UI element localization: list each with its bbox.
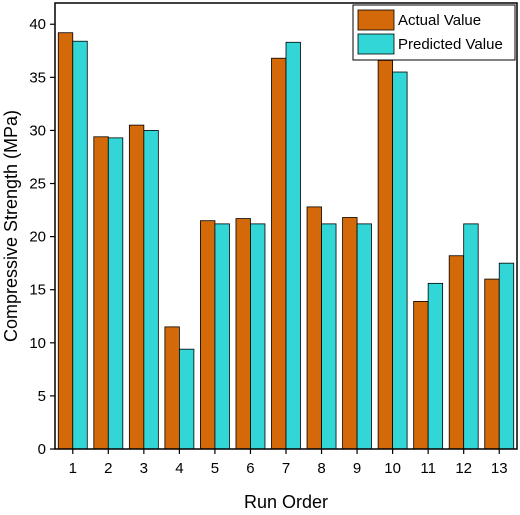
bar-predicted-9 [356, 223, 372, 450]
y-tick-label-0: 0 [38, 441, 46, 458]
x-tick-label-5: 5 [211, 460, 219, 477]
legend-swatch-actual [357, 9, 395, 31]
bars-group [57, 32, 515, 450]
x-tick-label-6: 6 [246, 460, 254, 477]
bar-predicted-5 [214, 223, 230, 450]
x-axis-title: Run Order [244, 492, 328, 512]
x-tick-label-9: 9 [353, 460, 361, 477]
y-tick-label-15: 15 [29, 282, 46, 299]
bar-actual-6 [235, 218, 251, 450]
y-tick-label-5: 5 [38, 388, 46, 405]
bar-predicted-12 [463, 223, 479, 450]
bar-actual-3 [128, 124, 145, 450]
bar-actual-12 [448, 255, 465, 450]
x-tick-label-7: 7 [282, 460, 290, 477]
y-axis-title: Compressive Strength (MPa) [1, 110, 21, 342]
bar-actual-1 [57, 32, 74, 450]
legend-label-predicted: Predicted Value [398, 36, 503, 53]
bar-predicted-7 [285, 41, 301, 450]
bar-predicted-8 [321, 223, 337, 450]
legend-swatch-predicted [357, 33, 395, 55]
x-tick-label-4: 4 [175, 460, 183, 477]
x-tick-label-10: 10 [384, 460, 401, 477]
bar-predicted-4 [178, 348, 195, 450]
x-tick-label-3: 3 [140, 460, 148, 477]
bar-actual-8 [306, 206, 322, 450]
x-tick-label-2: 2 [104, 460, 112, 477]
x-tick-label-8: 8 [317, 460, 325, 477]
bar-predicted-1 [72, 40, 88, 450]
x-axis: 1 2 3 4 5 6 7 8 9 10 11 12 13 [69, 449, 508, 477]
bar-actual-7 [271, 57, 287, 450]
bar-actual-2 [93, 136, 109, 450]
bar-actual-9 [342, 217, 358, 450]
y-tick-label-40: 40 [29, 16, 46, 33]
bar-actual-10 [377, 59, 394, 450]
bar-predicted-2 [107, 137, 124, 450]
y-tick-label-35: 35 [29, 69, 46, 86]
bar-predicted-10 [392, 71, 408, 450]
x-tick-label-12: 12 [455, 460, 472, 477]
bar-predicted-13 [498, 262, 515, 450]
x-tick-label-1: 1 [69, 460, 77, 477]
y-tick-label-20: 20 [29, 229, 46, 246]
y-tick-label-25: 25 [29, 176, 46, 193]
bar-predicted-11 [427, 282, 444, 450]
y-axis: 0 5 10 15 20 25 30 35 40 [29, 16, 55, 458]
y-tick-label-10: 10 [29, 335, 46, 352]
legend-label-actual: Actual Value [398, 12, 481, 29]
bar-actual-4 [164, 326, 180, 450]
bar-actual-5 [200, 220, 216, 450]
x-tick-label-11: 11 [420, 460, 436, 477]
y-tick-label-30: 30 [29, 122, 46, 139]
x-tick-label-13: 13 [491, 460, 508, 477]
bar-actual-13 [484, 278, 500, 450]
legend: Actual Value Predicted Value [352, 4, 516, 61]
bar-predicted-6 [250, 223, 266, 450]
bar-actual-11 [413, 300, 429, 450]
bar-predicted-3 [143, 130, 159, 450]
